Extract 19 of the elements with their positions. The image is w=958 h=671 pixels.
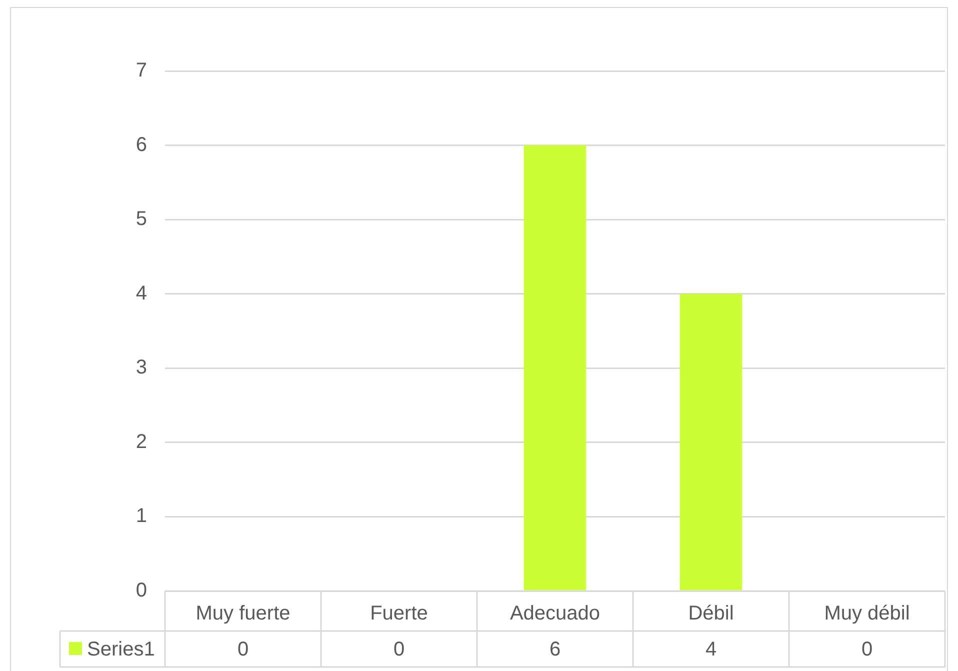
- data-label: 6: [549, 638, 561, 661]
- data-label: 0: [237, 638, 249, 661]
- y-tick-label: 1: [136, 505, 147, 528]
- y-tick-label: 5: [136, 208, 147, 230]
- legend-label: Series1: [87, 638, 155, 661]
- x-tick-label: Débil: [688, 602, 734, 625]
- y-tick-label: 2: [136, 430, 147, 453]
- data-label: 0: [861, 638, 873, 661]
- x-tick-label: Adecuado: [510, 602, 600, 625]
- y-tick-label: 7: [136, 60, 147, 82]
- x-tick-label: Muy débil: [824, 602, 910, 625]
- y-tick-label: 4: [136, 282, 147, 304]
- x-tick-label: Fuerte: [370, 602, 428, 625]
- x-tick-label: Muy fuerte: [196, 602, 290, 625]
- y-tick-label: 6: [136, 134, 147, 156]
- data-label: 0: [393, 638, 405, 661]
- data-label: 4: [705, 638, 717, 661]
- y-tick-label: 0: [136, 580, 147, 602]
- y-tick-label: 3: [136, 356, 147, 379]
